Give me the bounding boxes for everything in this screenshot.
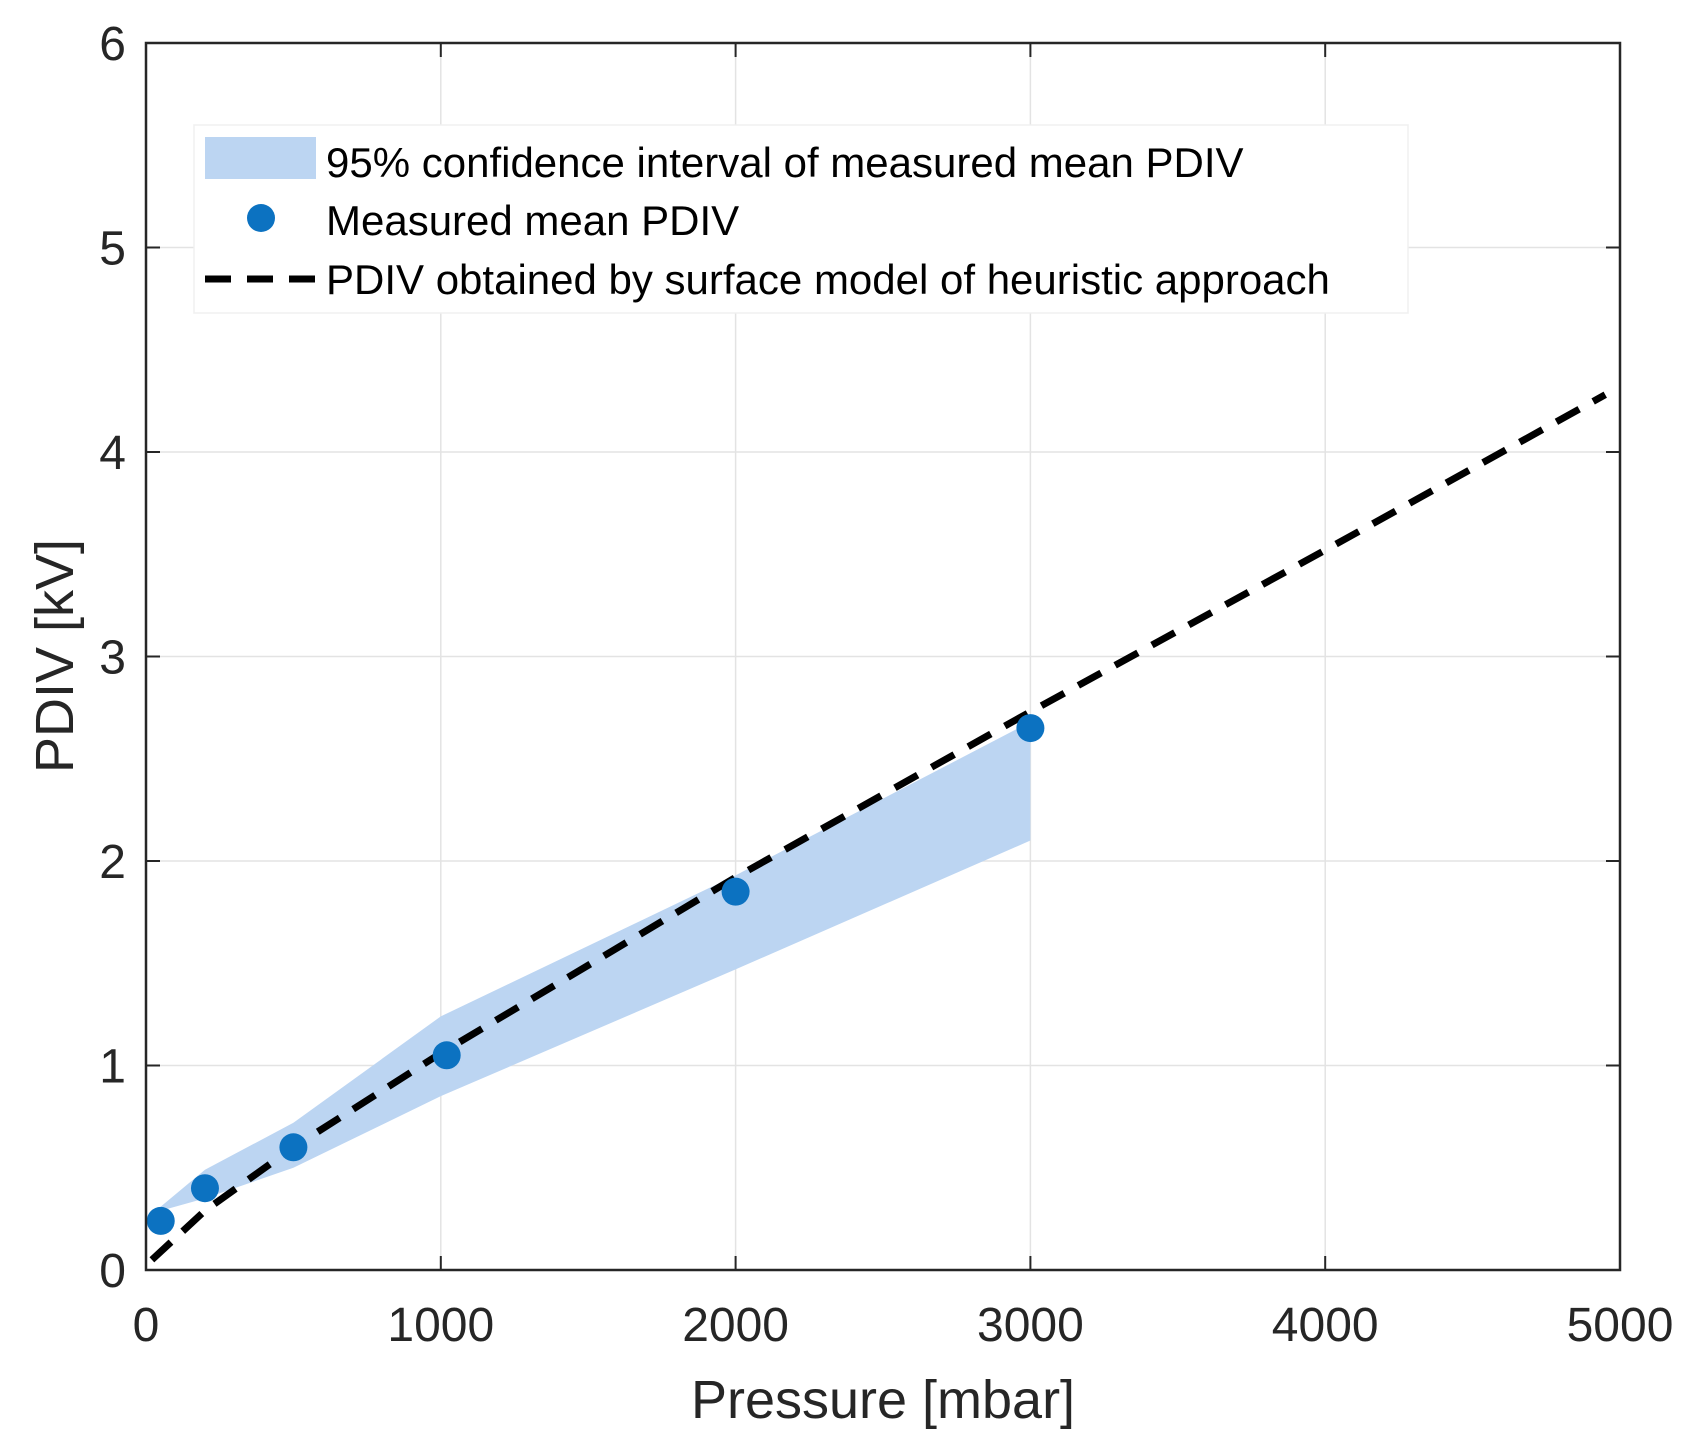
model-dashed-line <box>149 391 1607 1263</box>
measured-point <box>146 1206 175 1235</box>
x-tick-labels: 0 1000 2000 3000 4000 5000 <box>133 1299 1674 1352</box>
x-tick-label: 5000 <box>1567 1299 1674 1352</box>
ticks <box>145 42 1621 1271</box>
y-tick-label: 4 <box>99 427 126 480</box>
model-line-layer <box>149 391 1607 1263</box>
legend: 95% confidence interval of measured mean… <box>193 124 1409 314</box>
y-tick-label: 2 <box>99 836 126 889</box>
x-tick-label: 2000 <box>682 1299 789 1352</box>
x-tick-label: 4000 <box>1272 1299 1379 1352</box>
y-tick-label: 3 <box>99 632 126 685</box>
measured-point <box>721 877 750 906</box>
legend-label-band: 95% confidence interval of measured mean… <box>326 139 1244 186</box>
x-tick-label: 1000 <box>387 1299 494 1352</box>
x-tick-label: 0 <box>133 1299 160 1352</box>
legend-label-line: PDIV obtained by surface model of heuris… <box>326 256 1330 303</box>
legend-label-points: Measured mean PDIV <box>326 197 739 244</box>
legend-band-swatch <box>205 137 316 179</box>
y-tick-label: 5 <box>99 223 126 276</box>
confidence-band-layer <box>160 721 1031 1211</box>
y-axis-label: PDIV [kV] <box>25 539 85 773</box>
y-tick-label: 0 <box>99 1245 126 1298</box>
measured-point <box>432 1041 461 1070</box>
confidence-band <box>160 721 1031 1211</box>
legend-box <box>193 124 1409 314</box>
y-tick-label: 1 <box>99 1041 126 1094</box>
x-tick-label: 3000 <box>977 1299 1084 1352</box>
y-tick-label: 6 <box>99 18 126 71</box>
measured-point <box>190 1174 219 1203</box>
measured-point <box>279 1133 308 1162</box>
measured-points-layer <box>146 714 1045 1235</box>
y-tick-labels: 0 1 2 3 4 5 6 <box>99 18 126 1298</box>
x-axis-label: Pressure [mbar] <box>691 1370 1075 1430</box>
legend-point-marker <box>247 204 275 232</box>
measured-point <box>1016 714 1045 743</box>
